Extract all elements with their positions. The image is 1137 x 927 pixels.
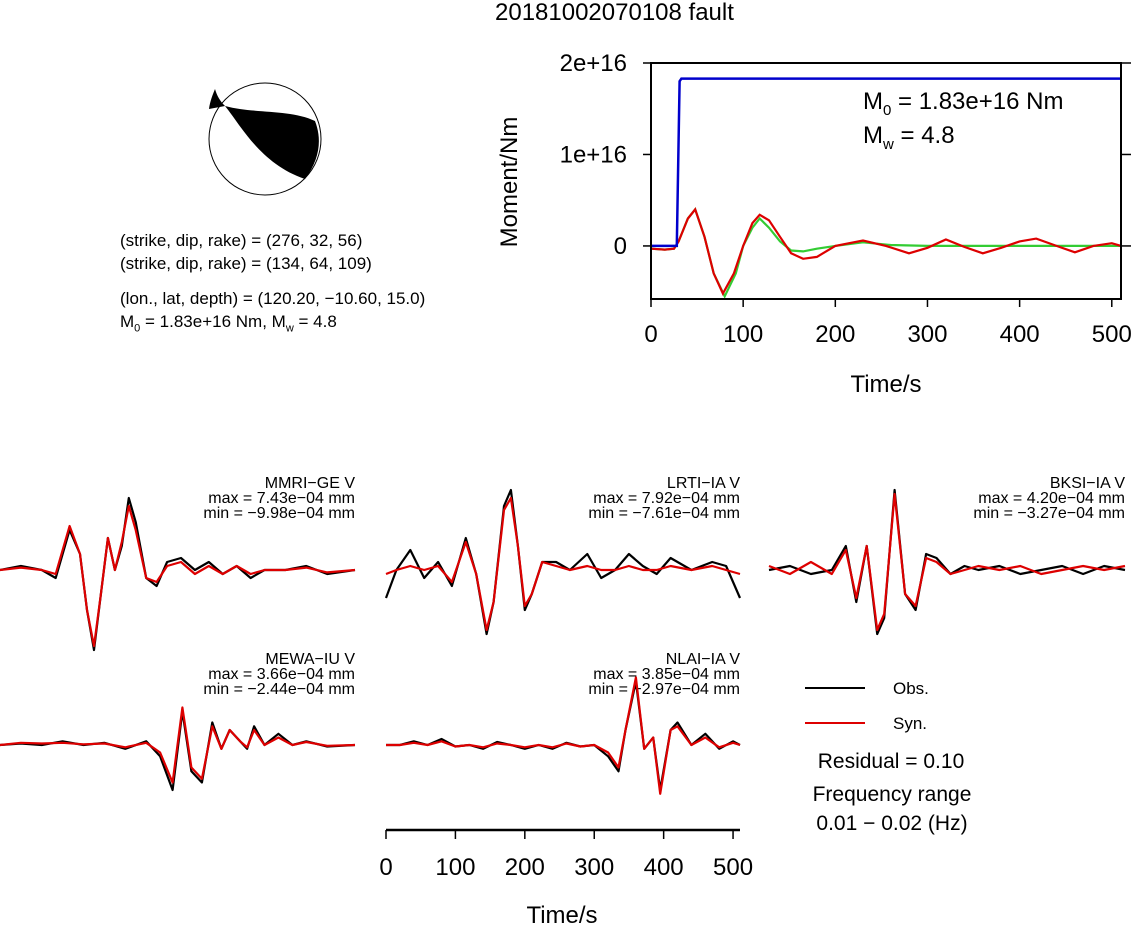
wave-xtick-label: 0 <box>379 854 392 881</box>
wave-xtick-label: 300 <box>574 854 614 881</box>
station-name: NLAI−IA V <box>666 651 741 668</box>
station-name: MMRI−GE V <box>265 475 356 492</box>
compressional-quadrant <box>225 106 319 179</box>
mw-annotation-value: = 4.8 <box>894 122 955 149</box>
chart-title: 20181002070108 fault <box>495 0 734 26</box>
station-max: max = 3.66e−04 mm <box>208 666 355 683</box>
moment-xtick-label: 200 <box>815 321 855 348</box>
moment-ytick-label: 2e+16 <box>560 50 627 77</box>
m0-value: = 1.83e+16 Nm, M <box>140 312 286 331</box>
moment-chart: 0 100 200 300 400 500 0 1e+16 2e+16 Moment/Nm Ti… <box>496 50 1132 398</box>
nodal-plane-1: (strike, dip, rake) = (276, 32, 56) <box>120 231 363 250</box>
frequency-range-value: 0.01 − 0.02 (Hz) <box>816 812 967 835</box>
legend-syn-label: Syn. <box>893 714 927 733</box>
m0-subscript: 0 <box>134 322 141 335</box>
mw-annotation-symbol: M <box>863 122 883 149</box>
compressional-edge <box>209 89 225 109</box>
station-max: max = 4.20e−04 mm <box>978 490 1125 507</box>
syn-waveform <box>386 676 741 795</box>
moment-xtick-label: 300 <box>907 321 947 348</box>
m0-annotation-symbol: M <box>863 88 883 115</box>
frequency-range-label: Frequency range <box>813 783 972 806</box>
station-max: max = 7.92e−04 mm <box>593 490 740 507</box>
moment-xtick-label: 500 <box>1092 321 1132 348</box>
legend-obs-label: Obs. <box>893 679 929 698</box>
mw-annotation: Mw = 4.8 <box>863 122 955 153</box>
residual-label: Residual = 0.10 <box>818 750 965 773</box>
station-min: min = −7.61e−04 mm <box>588 505 740 522</box>
station-name: MEWA−IU V <box>265 651 355 668</box>
moment-chart-xlabel: Time/s <box>850 371 921 398</box>
green-moment-series <box>651 207 1121 299</box>
wave-xtick-label: 200 <box>505 854 545 881</box>
wave-xtick-label: 400 <box>644 854 684 881</box>
m0-annotation-sub: 0 <box>883 102 891 119</box>
station-min: min = −3.27e−04 mm <box>973 505 1125 522</box>
syn-waveform <box>768 492 1126 632</box>
mw-value: = 4.8 <box>293 312 337 331</box>
moment-xtick-label: 400 <box>1000 321 1040 348</box>
station-min: min = −9.98e−04 mm <box>203 505 355 522</box>
moment-chart-frame <box>650 62 1122 300</box>
moment-chart-ylabel: Moment/Nm <box>496 117 523 248</box>
station-name: LRTI−IA V <box>667 475 740 492</box>
station-name: BKSI−IA V <box>1050 475 1125 492</box>
nodal-plane-2: (strike, dip, rake) = (134, 64, 109) <box>120 254 372 273</box>
location-info: (lon., lat, depth) = (120.20, −10.60, 15… <box>120 289 426 308</box>
m0-annotation: M0 = 1.83e+16 Nm <box>863 88 1063 119</box>
beachball-diagram <box>208 82 322 196</box>
moment-xtick-label: 100 <box>723 321 763 348</box>
wave-xtick-label: 500 <box>713 854 753 881</box>
moment-ytick-label: 1e+16 <box>560 141 627 168</box>
station-min: min = −2.97e−04 mm <box>588 681 740 698</box>
station-max: max = 3.85e−04 mm <box>593 666 740 683</box>
mw-subscript: w <box>285 322 294 335</box>
moment-xtick-label: 0 <box>644 321 657 348</box>
red-moment-series <box>651 207 1121 296</box>
m0-symbol: M <box>120 312 135 331</box>
station-min: min = −2.44e−04 mm <box>203 681 355 698</box>
m0-annotation-value: = 1.83e+16 Nm <box>891 88 1063 115</box>
station-max: max = 7.43e−04 mm <box>208 490 355 507</box>
syn-waveform <box>0 706 356 784</box>
syn-waveform <box>385 496 741 632</box>
magnitude-info: M0 = 1.83e+16 Nm, Mw = 4.8 <box>120 312 337 338</box>
syn-waveform <box>0 504 356 648</box>
blue-moment-series <box>651 77 1121 248</box>
waveform-xlabel: Time/s <box>526 902 597 927</box>
mw-annotation-sub: w <box>882 136 894 153</box>
wave-xtick-label: 100 <box>435 854 475 881</box>
moment-ytick-label: 0 <box>614 233 627 260</box>
